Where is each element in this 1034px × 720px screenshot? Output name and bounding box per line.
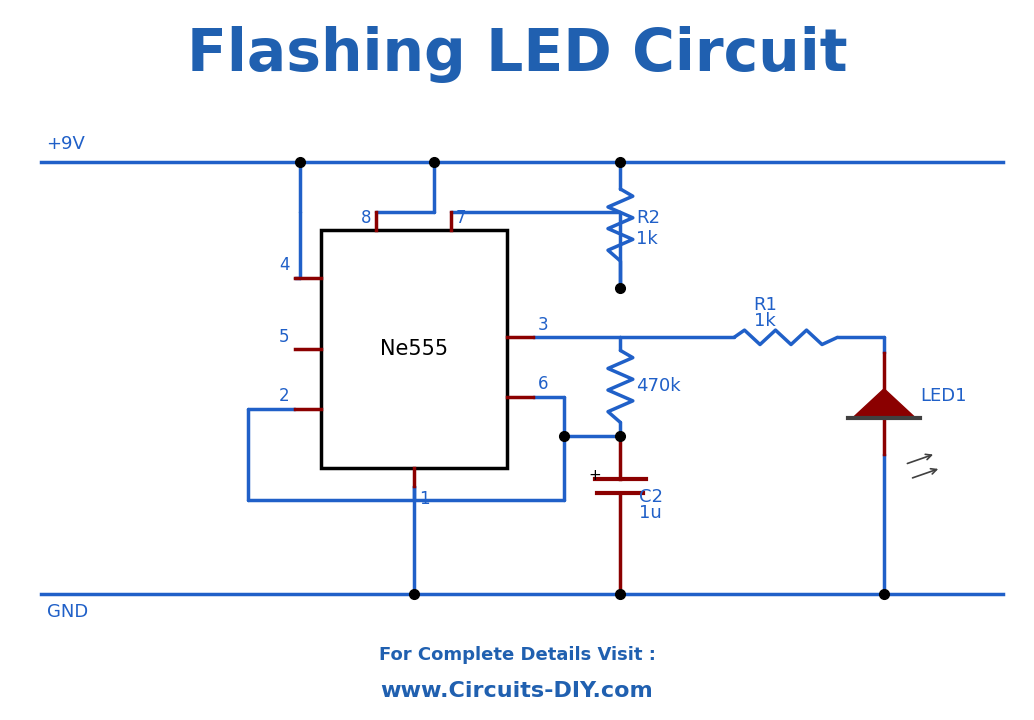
Text: 470k: 470k: [636, 377, 680, 395]
Text: 1k: 1k: [754, 312, 777, 330]
Polygon shape: [853, 389, 915, 418]
Text: 3: 3: [538, 316, 548, 334]
Text: 5: 5: [279, 328, 290, 346]
Text: +9V: +9V: [47, 135, 86, 153]
Text: LED1: LED1: [920, 387, 967, 405]
Text: Flashing LED Circuit: Flashing LED Circuit: [187, 25, 847, 83]
Text: 8: 8: [361, 209, 371, 227]
Text: 7: 7: [456, 209, 466, 227]
Bar: [321, 230, 507, 468]
Text: Ne555: Ne555: [379, 339, 448, 359]
Text: 2: 2: [279, 387, 290, 405]
Text: www.Circuits-DIY.com: www.Circuits-DIY.com: [381, 681, 653, 701]
Text: R2: R2: [636, 209, 660, 227]
Text: 6: 6: [538, 375, 548, 393]
Text: 1u: 1u: [639, 504, 662, 523]
Text: GND: GND: [47, 603, 88, 621]
Text: C2: C2: [639, 488, 663, 506]
Text: R1: R1: [753, 296, 778, 314]
Text: +: +: [588, 468, 601, 482]
Text: 1: 1: [419, 490, 429, 508]
Text: 4: 4: [279, 256, 290, 274]
Text: For Complete Details Visit :: For Complete Details Visit :: [378, 647, 656, 664]
Text: 1k: 1k: [636, 230, 658, 248]
